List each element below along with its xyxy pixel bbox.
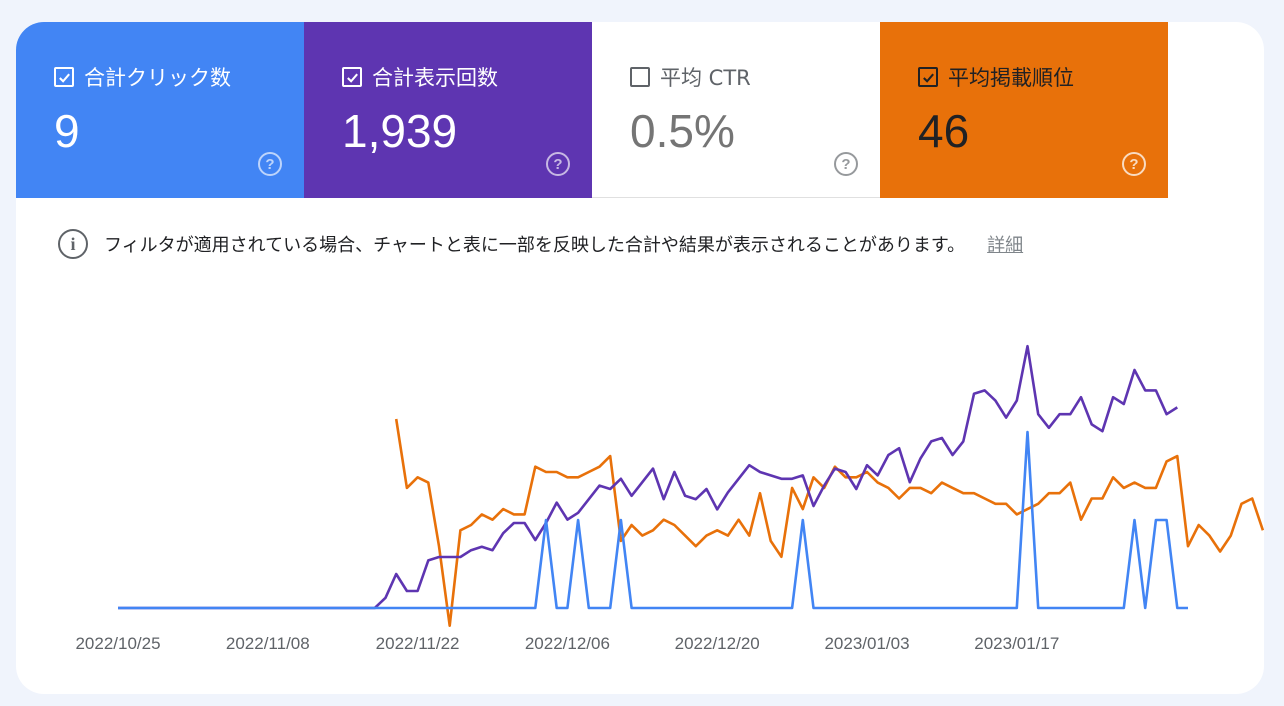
checkbox-unchecked-icon[interactable]	[630, 67, 650, 87]
help-icon[interactable]: ?	[258, 152, 282, 176]
tile-label: 合計クリック数	[84, 66, 231, 90]
x-tick-label: 2023/01/03	[824, 634, 909, 653]
tile-label: 平均掲載順位	[948, 66, 1074, 90]
tile-value: 46	[918, 105, 970, 157]
x-tick-label: 2022/11/08	[226, 634, 310, 653]
tile-label-row: 平均 CTR	[630, 62, 751, 92]
tile-label-row: 平均掲載順位	[918, 62, 1074, 92]
x-tick-label: 2022/12/06	[525, 634, 610, 653]
checkbox-checked-icon[interactable]	[918, 67, 938, 87]
tile-label-row: 合計クリック数	[54, 62, 231, 92]
details-link[interactable]: 詳細	[987, 235, 1024, 256]
filter-notice-text: フィルタが適用されている場合、チャートと表に一部を反映した合計や結果が表示される…	[104, 235, 966, 256]
tile-label: 合計表示回数	[372, 66, 498, 90]
x-tick-label: 2022/11/22	[376, 634, 460, 653]
tile-average-ctr[interactable]: 平均 CTR 0.5% ?	[592, 22, 880, 198]
x-tick-label: 2023/01/17	[974, 634, 1059, 653]
performance-chart: 2022/10/25 2022/11/08 2022/11/22 2022/12/06…	[75, 344, 1264, 653]
tile-label: 平均 CTR	[660, 66, 751, 90]
tile-total-clicks[interactable]: 合計クリック数 9 ?	[16, 22, 304, 198]
filter-notice: i フィルタが適用されている場合、チャートと表に一部を反映した合計や結果が表示さ…	[58, 229, 1023, 259]
x-tick-label: 2022/10/25	[75, 634, 160, 653]
info-icon: i	[58, 229, 88, 259]
x-tick-label: 2022/12/20	[675, 634, 760, 653]
help-icon[interactable]: ?	[1122, 152, 1146, 176]
metric-tiles: 合計クリック数 9 ? 合計表示回数 1,939 ? 平均 CTR 0.5% ?	[16, 22, 1168, 198]
performance-card: 合計クリック数 9 ? 合計表示回数 1,939 ? 平均 CTR 0.5% ?	[16, 22, 1264, 694]
checkbox-checked-icon[interactable]	[54, 67, 74, 87]
help-icon[interactable]: ?	[546, 152, 570, 176]
help-icon[interactable]: ?	[834, 152, 858, 176]
series-clicks-line	[118, 430, 1188, 610]
tile-value: 0.5%	[630, 105, 735, 157]
tile-average-position[interactable]: 平均掲載順位 46 ?	[880, 22, 1168, 198]
tile-total-impressions[interactable]: 合計表示回数 1,939 ?	[304, 22, 592, 198]
tile-value: 9	[54, 105, 80, 157]
tile-label-row: 合計表示回数	[342, 62, 498, 92]
checkbox-checked-icon[interactable]	[342, 67, 362, 87]
tile-value: 1,939	[342, 105, 458, 157]
series-average-position-line	[394, 418, 1264, 628]
